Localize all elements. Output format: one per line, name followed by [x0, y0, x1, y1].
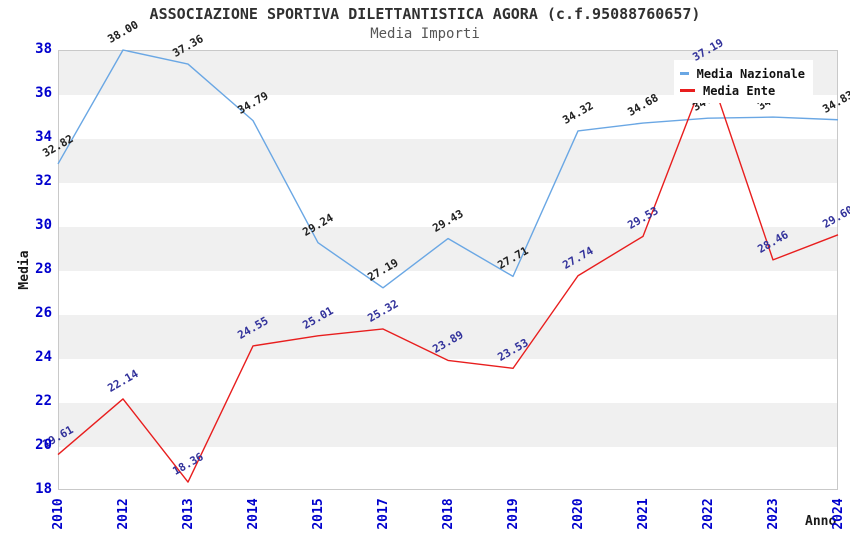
y-tick-label: 34 — [35, 129, 52, 145]
x-tick-label: 2010 — [51, 498, 66, 530]
x-axis-title: Anno — [805, 514, 837, 529]
y-tick-label: 24 — [35, 349, 52, 365]
legend-label: Media Ente — [703, 83, 776, 98]
y-tick-label: 38 — [35, 41, 52, 57]
legend-label: Media Nazionale — [696, 66, 805, 81]
y-tick-label: 18 — [35, 481, 52, 497]
y-tick-label: 28 — [35, 261, 52, 277]
legend-swatch-red-line-icon — [680, 89, 695, 92]
series-lines — [57, 49, 839, 483]
y-tick-label: 32 — [35, 173, 52, 189]
y-tick-label: 30 — [35, 217, 52, 233]
series-line-media-nazionale — [57, 49, 839, 289]
y-tick-label: 20 — [35, 437, 52, 453]
y-tick-label: 22 — [35, 393, 52, 409]
x-tick-label: 2021 — [636, 498, 651, 530]
x-tick-label: 2018 — [441, 498, 456, 530]
y-tick-label: 36 — [35, 85, 52, 101]
y-tick-label: 26 — [35, 305, 52, 321]
x-tick-label: 2013 — [181, 498, 196, 530]
x-tick-label: 2024 — [831, 498, 846, 530]
x-tick-label: 2022 — [701, 498, 716, 530]
series-line-media-ente — [57, 67, 839, 483]
legend-item-media-nazionale: Media Nazionale — [680, 65, 805, 82]
x-tick-label: 2017 — [376, 498, 391, 530]
plot-area — [58, 50, 838, 490]
x-tick-label: 2012 — [116, 498, 131, 530]
legend: Media Nazionale Media Ente — [674, 60, 813, 103]
chart-subtitle: Media Importi — [370, 26, 480, 42]
legend-swatch-blue-line-icon — [680, 72, 689, 75]
x-tick-label: 2019 — [506, 498, 521, 530]
chart-title: ASSOCIAZIONE SPORTIVA DILETTANTISTICA AG… — [149, 5, 701, 23]
x-tick-label: 2014 — [246, 498, 261, 530]
legend-item-media-ente: Media Ente — [680, 82, 805, 99]
x-tick-label: 2023 — [766, 498, 781, 530]
x-tick-label: 2015 — [311, 498, 326, 530]
x-tick-label: 2020 — [571, 498, 586, 530]
